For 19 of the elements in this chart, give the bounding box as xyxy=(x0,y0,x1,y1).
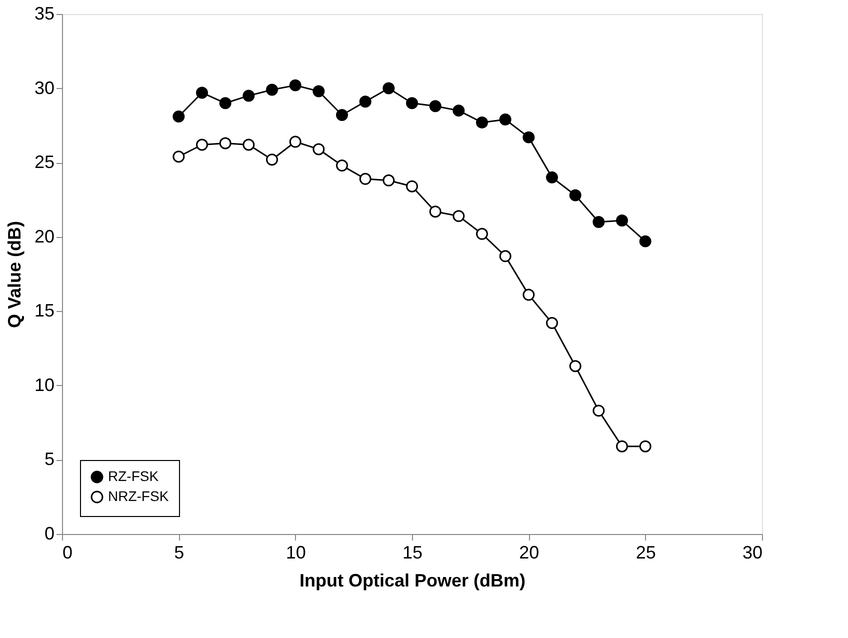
x-tick-label: 30 xyxy=(742,542,762,562)
y-axis-title: Q Value (dB) xyxy=(4,220,24,328)
y-tick-label: 20 xyxy=(34,226,54,246)
x-tick-label: 10 xyxy=(286,542,306,562)
legend-label: RZ-FSK xyxy=(108,468,160,484)
x-tick-label: 5 xyxy=(174,542,184,562)
y-tick-label: 15 xyxy=(34,300,54,321)
y-tick-label: 30 xyxy=(34,78,54,98)
y-tick-label: 35 xyxy=(34,4,54,24)
legend-label: NRZ-FSK xyxy=(108,488,170,504)
x-tick-label: 20 xyxy=(519,542,540,562)
y-tick-label: 5 xyxy=(44,449,54,470)
y-tick-label: 25 xyxy=(34,152,54,172)
y-tick-label: 10 xyxy=(34,374,54,395)
x-tick-label: 15 xyxy=(402,542,423,562)
x-tick-label: 25 xyxy=(636,542,656,562)
y-tick-label: 0 xyxy=(44,524,54,544)
x-tick-label: 0 xyxy=(62,542,73,562)
x-axis-title: Input Optical Power (dBm) xyxy=(299,570,526,590)
